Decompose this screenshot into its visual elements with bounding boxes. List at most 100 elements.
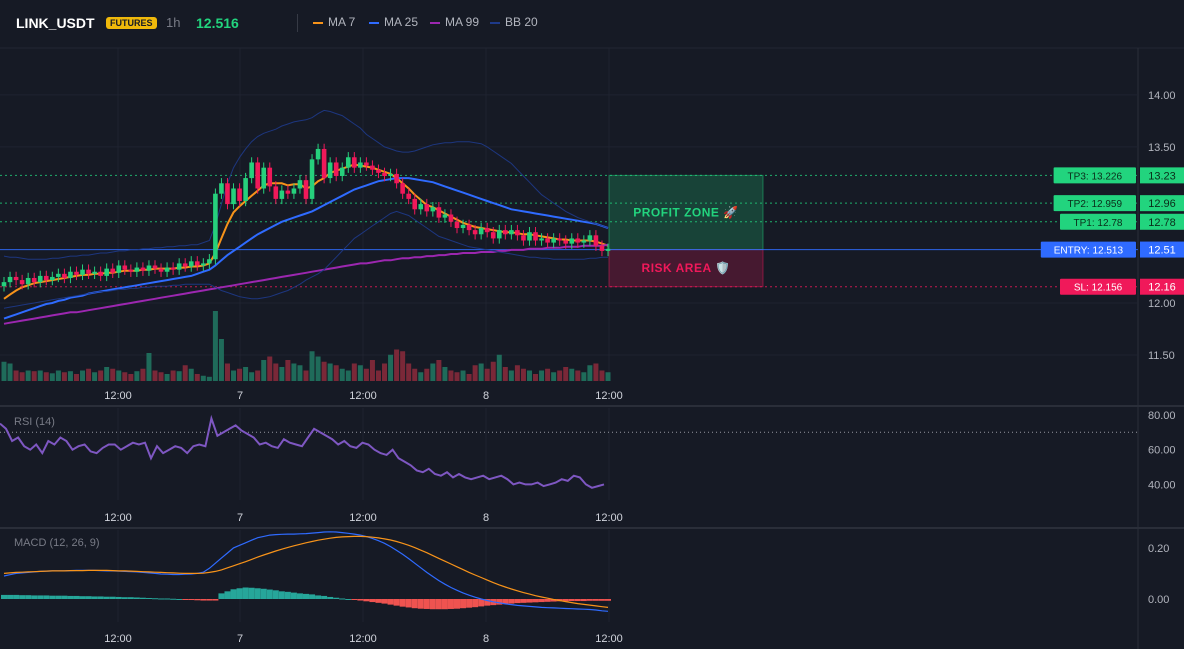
volume-bar [466, 374, 472, 381]
symbol-name[interactable]: LINK_USDT [16, 15, 95, 31]
volume-bar [110, 368, 116, 381]
x-tick-label-macd: 8 [483, 633, 489, 645]
candle-body [593, 235, 599, 246]
volume-bar [13, 370, 19, 381]
volume-bar [345, 370, 351, 381]
volume-bar [321, 361, 327, 381]
candle-body [472, 230, 478, 235]
volume-bar [116, 370, 122, 381]
macd-histogram-bar [466, 599, 473, 608]
volume-bar [158, 372, 164, 381]
volume-bar [436, 360, 442, 381]
volume-bar [424, 368, 430, 381]
macd-histogram-bar [139, 597, 146, 599]
candle-body [116, 265, 122, 273]
candle-body [297, 180, 303, 189]
volume-bar [339, 368, 345, 381]
legend-ma7-swatch [313, 21, 323, 24]
candle-body [333, 162, 339, 176]
line-ma-99 [3, 243, 609, 325]
macd-histogram-bar [435, 599, 442, 610]
candle-body [243, 178, 248, 201]
volume-bar [375, 370, 381, 381]
legend-ma99[interactable]: MA 99 [430, 15, 479, 29]
macd-histogram-bar [411, 599, 418, 609]
legend-bb20[interactable]: BB 20 [490, 15, 538, 29]
volume-bar [49, 373, 55, 381]
macd-histogram-bar [447, 599, 454, 609]
candle-body [484, 228, 490, 233]
macd-histogram-bar [194, 599, 201, 601]
macd-histogram-bar [158, 598, 165, 600]
candle-body [370, 165, 375, 170]
macd-histogram-bar [182, 599, 189, 600]
legend-ma25[interactable]: MA 25 [369, 15, 418, 29]
macd-histogram-bar [176, 599, 183, 600]
candle-body [140, 267, 146, 271]
macd-histogram-bar [13, 594, 20, 599]
macd-histogram-bar [333, 597, 340, 599]
macd-histogram-bar [49, 595, 56, 599]
macd-histogram-bar [441, 599, 448, 610]
macd-histogram-bar [357, 599, 364, 601]
macd-histogram-bar [170, 598, 177, 600]
candle-body [587, 235, 593, 241]
candle-body [110, 268, 116, 273]
macd-histogram-bar [417, 599, 424, 609]
candle-body [134, 267, 140, 272]
volume-bar [520, 368, 526, 381]
macd-histogram-bar [97, 596, 104, 599]
volume-bar [472, 365, 478, 381]
macd-histogram-bar [164, 598, 171, 600]
timeframe-label[interactable]: 1h [166, 15, 181, 30]
volume-bar [394, 349, 400, 381]
volume-bar [25, 370, 31, 381]
macd-histogram-bar [303, 593, 309, 599]
volume-bar [442, 367, 448, 381]
macd-histogram-bar [532, 599, 539, 603]
line-bb-20-lower [3, 210, 608, 309]
macd-histogram-bar [605, 599, 611, 601]
volume-bar [514, 365, 520, 381]
candle-body [539, 238, 544, 241]
macd-histogram-bar [31, 595, 38, 599]
volume-bar [237, 368, 243, 381]
macd-histogram-bar [345, 599, 352, 600]
candle-body [352, 157, 357, 168]
rsi-line [0, 414, 605, 489]
macd-histogram-bar [315, 595, 322, 599]
legend-ma25-label: MA 25 [384, 15, 419, 29]
macd-histogram-bar [121, 597, 128, 599]
candle-body [364, 162, 369, 166]
candle-body [104, 268, 109, 276]
volume-bar [315, 356, 321, 381]
x-tick-label-main: 12:00 [595, 390, 623, 402]
candle-body [219, 183, 224, 194]
candle-body [345, 157, 351, 168]
legend-ma7-label: MA 7 [328, 15, 356, 29]
volume-bar [406, 363, 412, 381]
x-tick-label-main: 12:00 [349, 390, 377, 402]
macd-histogram-bar [109, 596, 116, 599]
volume-bar [249, 372, 255, 381]
level-tag-text-entry: ENTRY: 12.513 [1054, 246, 1124, 257]
volume-bar [526, 370, 532, 381]
volume-bar [218, 339, 224, 381]
legend-bb20-label: BB 20 [505, 15, 538, 29]
volume-bar [194, 374, 200, 381]
candle-body [237, 188, 242, 201]
y-tick-label: 13.50 [1148, 142, 1176, 154]
macd-histogram-bar [339, 598, 346, 600]
volume-bar [140, 368, 146, 381]
legend-ma7[interactable]: MA 7 [313, 15, 355, 29]
macd-histogram-bar [399, 599, 406, 607]
macd-histogram-bar [7, 594, 14, 599]
candle-body [575, 238, 581, 243]
candle-body [515, 230, 520, 236]
candle-body [376, 169, 381, 173]
macd-histogram-bar [73, 595, 80, 599]
volume-bar [496, 354, 502, 381]
macd-histogram-bar [508, 599, 515, 604]
volume-bar [418, 372, 424, 381]
